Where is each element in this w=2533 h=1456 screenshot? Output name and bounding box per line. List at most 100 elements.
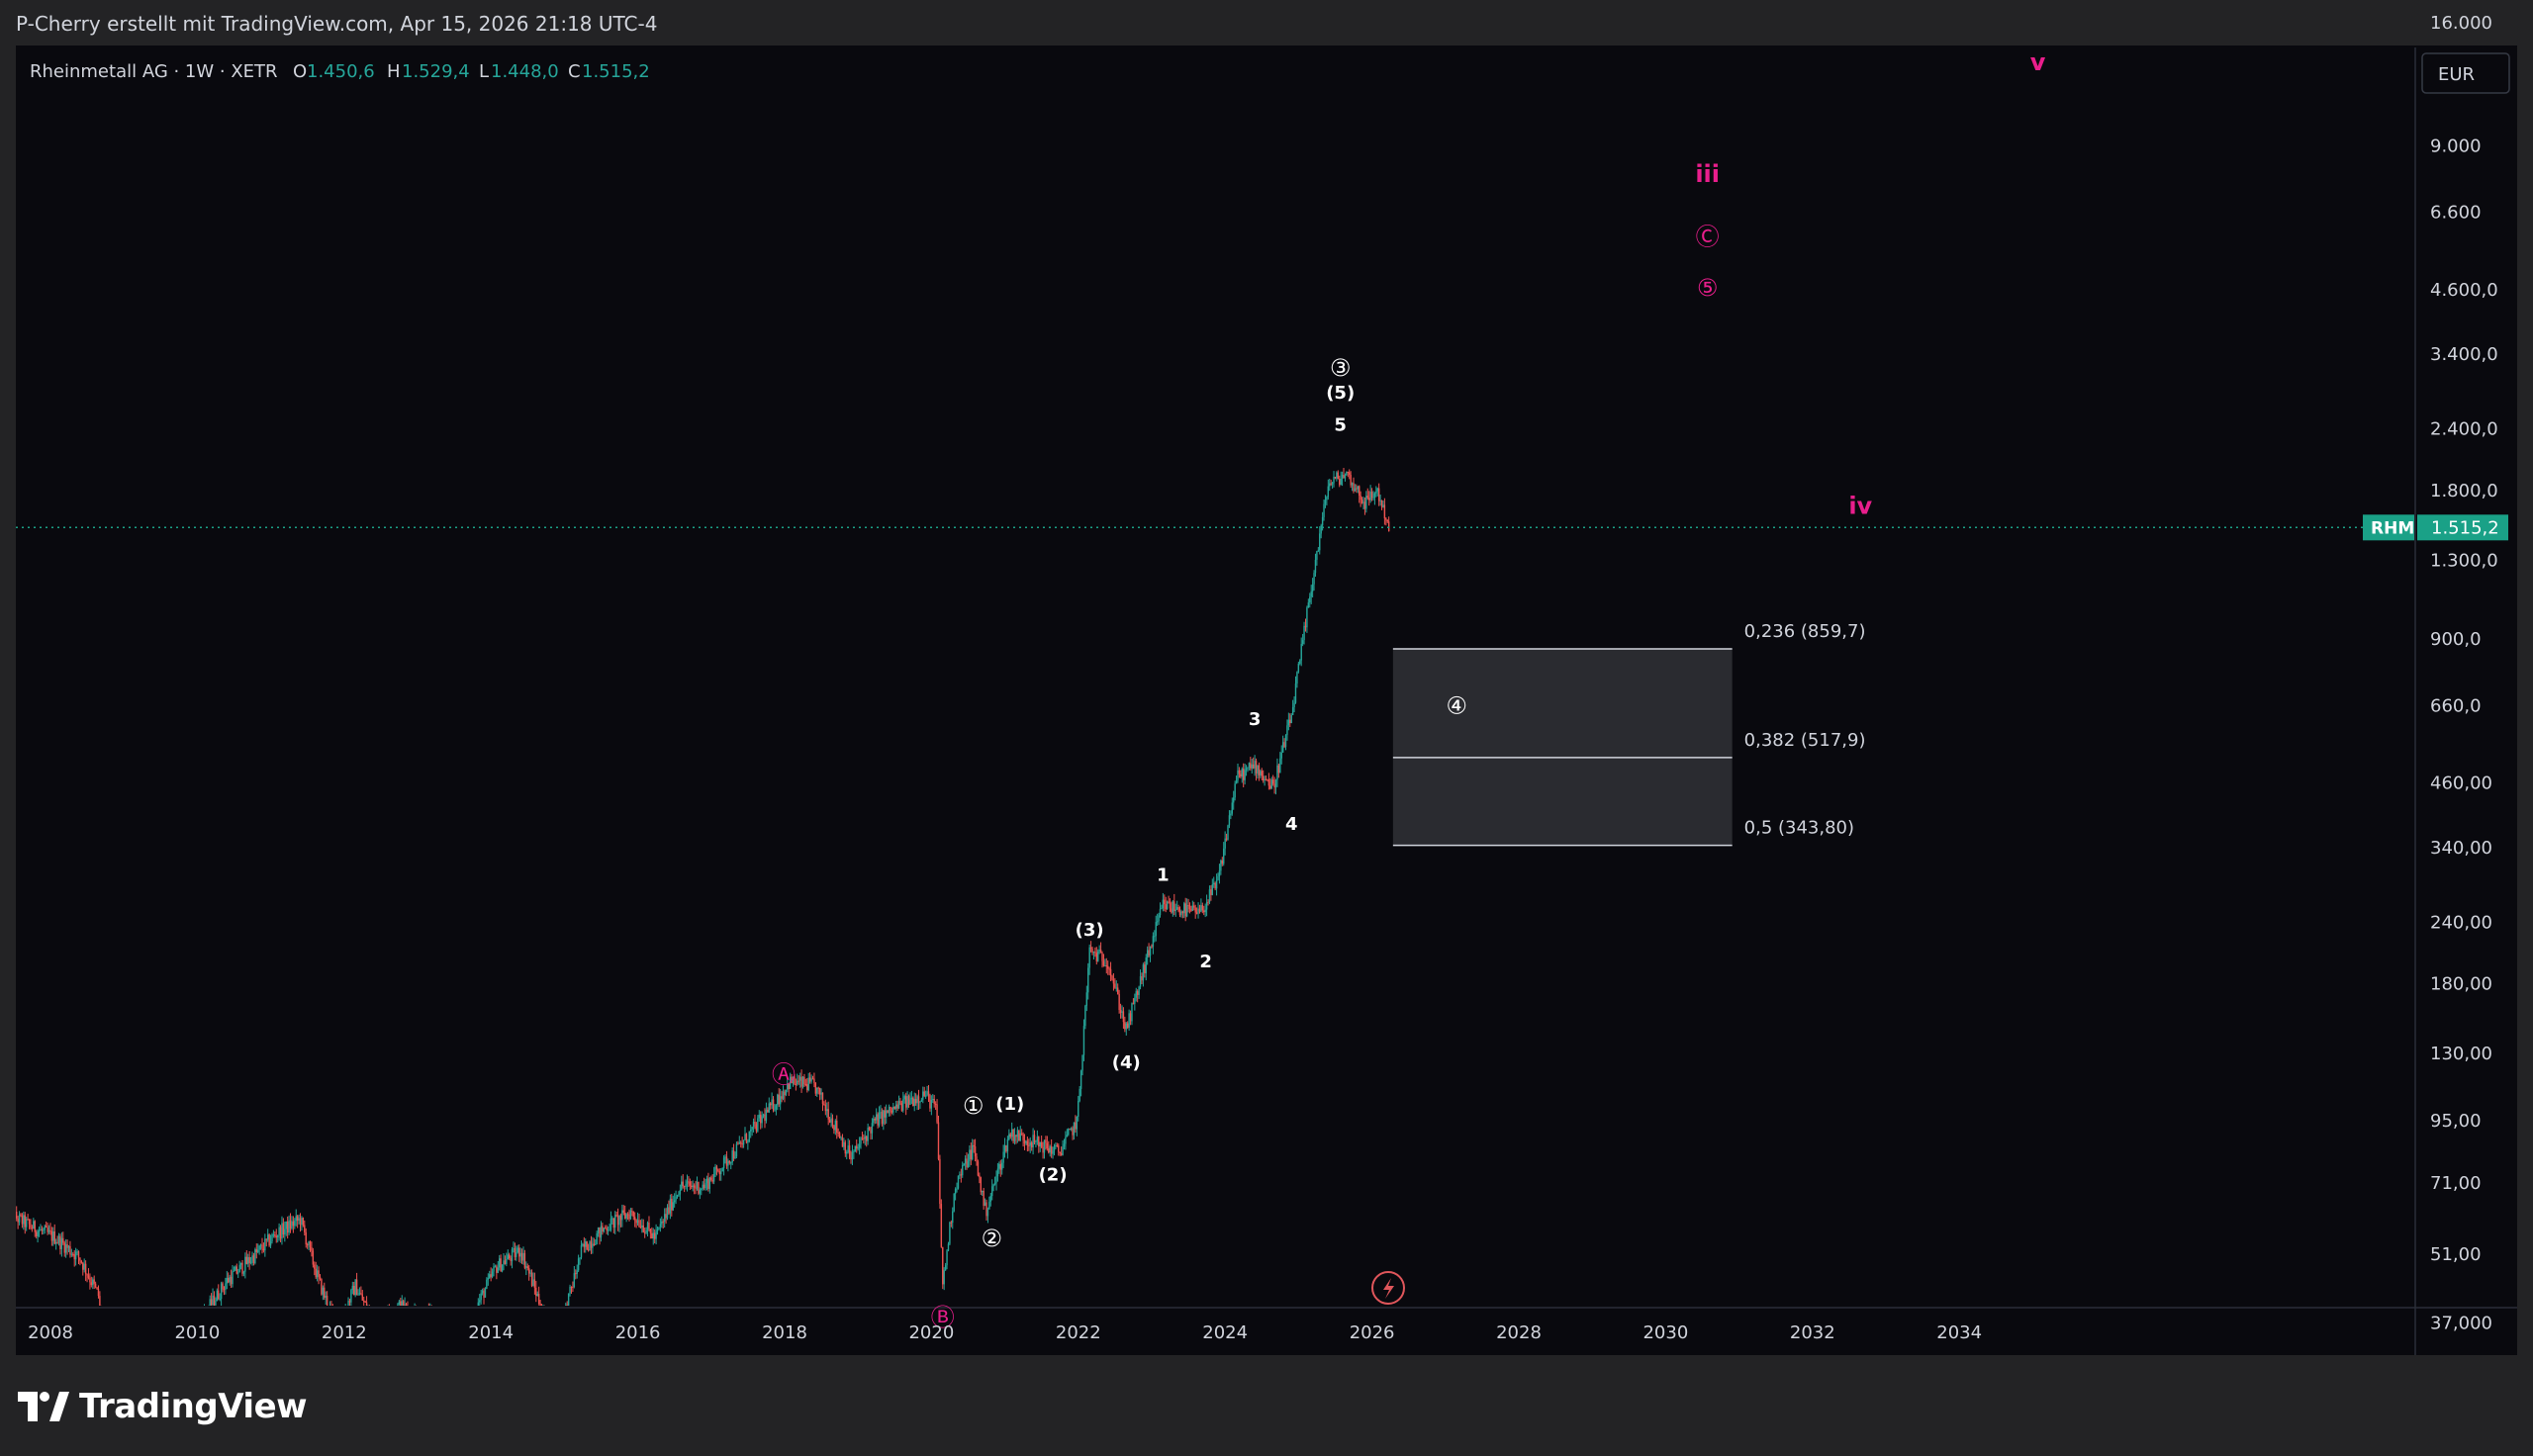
candle-body bbox=[1257, 765, 1259, 774]
candle-body bbox=[50, 1230, 53, 1241]
candle-body bbox=[1339, 479, 1341, 486]
wave-label[interactable]: 3 bbox=[1249, 709, 1262, 730]
candle-body bbox=[1274, 779, 1277, 788]
wave-label[interactable]: Ⓒ bbox=[1696, 223, 1720, 250]
candle-body bbox=[372, 1317, 373, 1325]
price-axis[interactable]: 16.00012.0009.0006.6004.600,03.400,02.40… bbox=[2430, 13, 2498, 1357]
candle-body bbox=[1184, 903, 1186, 917]
candle-body bbox=[99, 1296, 101, 1306]
candle-body bbox=[382, 1315, 383, 1323]
candle-body bbox=[292, 1221, 295, 1227]
candle-body bbox=[609, 1229, 610, 1231]
wave-label[interactable]: ⑤ bbox=[1697, 274, 1719, 302]
wave-label[interactable]: ④ bbox=[1446, 692, 1467, 720]
wave-label[interactable]: ③ bbox=[1330, 354, 1352, 382]
candle-body bbox=[262, 1248, 265, 1251]
candle-body bbox=[367, 1311, 368, 1312]
candle-body bbox=[475, 1314, 476, 1319]
candlestick-series[interactable] bbox=[6, 467, 1390, 1357]
candle-body bbox=[504, 1260, 507, 1264]
candle-body bbox=[1138, 986, 1140, 995]
candle-body bbox=[402, 1301, 405, 1306]
chart-frame[interactable] bbox=[16, 46, 2517, 1355]
candle-body bbox=[102, 1330, 103, 1342]
candle-body bbox=[83, 1263, 85, 1270]
candle-body bbox=[1115, 987, 1117, 989]
candle-body bbox=[1036, 1137, 1039, 1141]
candle-body bbox=[1204, 909, 1206, 913]
price-tick-label: 16.000 bbox=[2430, 13, 2492, 34]
candle-body bbox=[426, 1311, 427, 1312]
wave-label[interactable]: Ⓑ bbox=[931, 1304, 955, 1331]
wave-label[interactable]: iv bbox=[1848, 492, 1872, 519]
candle-body bbox=[1168, 901, 1170, 903]
candle-body bbox=[558, 1334, 559, 1344]
candle-body bbox=[343, 1317, 344, 1318]
candle-body bbox=[826, 1109, 828, 1112]
candle-body bbox=[893, 1107, 895, 1109]
candle-body bbox=[101, 1309, 102, 1330]
candle-body bbox=[962, 1165, 964, 1176]
fibonacci-retracement[interactable]: 0,236 (859,7) 0,382 (517,9) 0,5 (343,80) bbox=[1392, 621, 1866, 847]
candle-body bbox=[930, 1099, 933, 1109]
candle-body bbox=[752, 1121, 755, 1128]
candle-body bbox=[238, 1264, 240, 1273]
candle-body bbox=[370, 1312, 371, 1317]
candle-body bbox=[860, 1138, 862, 1144]
wave-label[interactable]: (5) bbox=[1326, 383, 1355, 404]
candle-body bbox=[871, 1123, 874, 1134]
wave-label[interactable]: 5 bbox=[1334, 415, 1347, 436]
candle-body bbox=[788, 1083, 790, 1090]
candle-body bbox=[445, 1319, 446, 1323]
candle-body bbox=[616, 1215, 619, 1226]
candle-body bbox=[585, 1241, 587, 1247]
wave-label[interactable]: (2) bbox=[1039, 1165, 1068, 1186]
candle-body bbox=[979, 1175, 981, 1178]
candle-body bbox=[387, 1308, 388, 1319]
candle-body bbox=[322, 1287, 325, 1295]
candle-body bbox=[494, 1266, 497, 1268]
candle-body bbox=[282, 1223, 285, 1235]
candle-body bbox=[672, 1202, 674, 1211]
wave-label[interactable]: v bbox=[2030, 48, 2046, 76]
candle-body bbox=[450, 1323, 451, 1326]
candle-body bbox=[569, 1286, 571, 1294]
time-axis[interactable]: 2008 2010 2012 2014 2016 2018 2020 2022 2024 2026… bbox=[28, 1322, 1982, 1343]
candle-body bbox=[666, 1207, 669, 1219]
candle-body bbox=[265, 1238, 267, 1240]
chart-svg[interactable]: 0,236 (859,7) 0,382 (517,9) 0,5 (343,80) Ⓐ… bbox=[0, 0, 2533, 1357]
wave-label[interactable]: 2 bbox=[1199, 952, 1212, 972]
candle-body bbox=[967, 1160, 970, 1168]
candle-body bbox=[801, 1076, 804, 1087]
candle-body bbox=[453, 1319, 454, 1331]
candle-body bbox=[1283, 742, 1285, 748]
currency-button[interactable] bbox=[2421, 52, 2510, 94]
candle-body bbox=[1245, 768, 1248, 771]
wave-label[interactable]: 1 bbox=[1157, 864, 1170, 885]
price-tick-label: 2.400,0 bbox=[2430, 419, 2498, 440]
elliott-wave-labels[interactable]: Ⓐ Ⓑ ① (1) ② (2) (3) (4) 1 2 3 4 ③(5) 5 ④ iii Ⓒ ⑤ iv v bbox=[772, 48, 2046, 1331]
candle-body bbox=[480, 1293, 482, 1301]
wave-label[interactable]: iii bbox=[1695, 160, 1720, 188]
candle-body bbox=[1048, 1148, 1050, 1153]
wave-label[interactable]: Ⓐ bbox=[772, 1061, 796, 1089]
candle-body bbox=[1280, 752, 1282, 759]
candle-body bbox=[619, 1215, 622, 1221]
wave-label[interactable]: (3) bbox=[1076, 920, 1104, 941]
candle-body bbox=[1251, 764, 1253, 769]
candle-body bbox=[557, 1335, 558, 1343]
tradingview-logo[interactable]: TradingView bbox=[18, 1387, 308, 1426]
events-lightning-icon[interactable] bbox=[1371, 1271, 1405, 1305]
wave-label[interactable]: ① bbox=[963, 1092, 985, 1120]
candle-body bbox=[351, 1285, 354, 1291]
wave-label[interactable]: (1) bbox=[995, 1094, 1024, 1115]
candle-body bbox=[222, 1283, 224, 1290]
candle-body bbox=[1231, 802, 1233, 814]
candle-body bbox=[501, 1264, 504, 1272]
candle-body bbox=[439, 1318, 440, 1323]
candle-body bbox=[747, 1140, 749, 1143]
candle-body bbox=[90, 1282, 93, 1286]
wave-label[interactable]: (4) bbox=[1112, 1052, 1141, 1073]
wave-label[interactable]: 4 bbox=[1285, 814, 1298, 835]
wave-label[interactable]: ② bbox=[981, 1225, 1002, 1252]
